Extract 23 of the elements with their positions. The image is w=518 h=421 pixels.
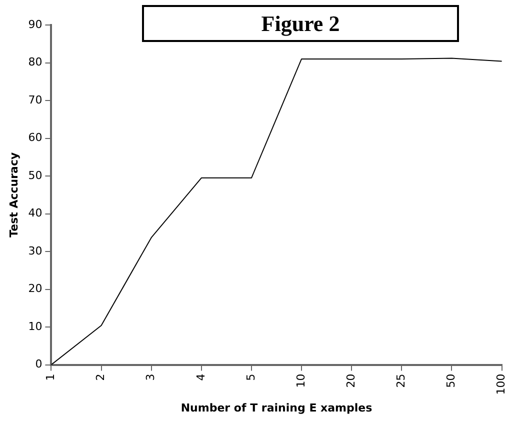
- y-tick-label: 30: [28, 244, 42, 258]
- y-tick-label: 50: [28, 168, 42, 182]
- x-tick-label: 2: [94, 374, 108, 381]
- y-tick-label: 70: [28, 93, 42, 106]
- x-tick-label: 50: [444, 374, 458, 388]
- x-tick-label: 4: [194, 374, 208, 381]
- y-tick-label: 40: [28, 206, 42, 220]
- x-tick-label: 3: [144, 374, 158, 381]
- x-tick-label: 1: [44, 374, 58, 381]
- y-tick-label: 10: [28, 320, 42, 333]
- x-tick-label: 20: [344, 374, 358, 388]
- y-tick-label: 80: [28, 56, 42, 69]
- x-tick-label: 5: [244, 374, 258, 381]
- title-frame: Figure 2: [142, 5, 459, 42]
- y-tick-label: 0: [35, 358, 42, 371]
- x-axis-title: Number of T raining E xamples: [180, 401, 373, 414]
- y-axis-title: Test Accuracy: [7, 152, 20, 238]
- y-tick-label: 60: [28, 131, 42, 144]
- y-tick-label: 20: [28, 282, 42, 296]
- x-tick-label: 25: [394, 374, 408, 388]
- y-tick-label: 90: [28, 18, 42, 31]
- x-tick-label: 10: [294, 374, 308, 388]
- x-tick-label: 100: [494, 374, 508, 395]
